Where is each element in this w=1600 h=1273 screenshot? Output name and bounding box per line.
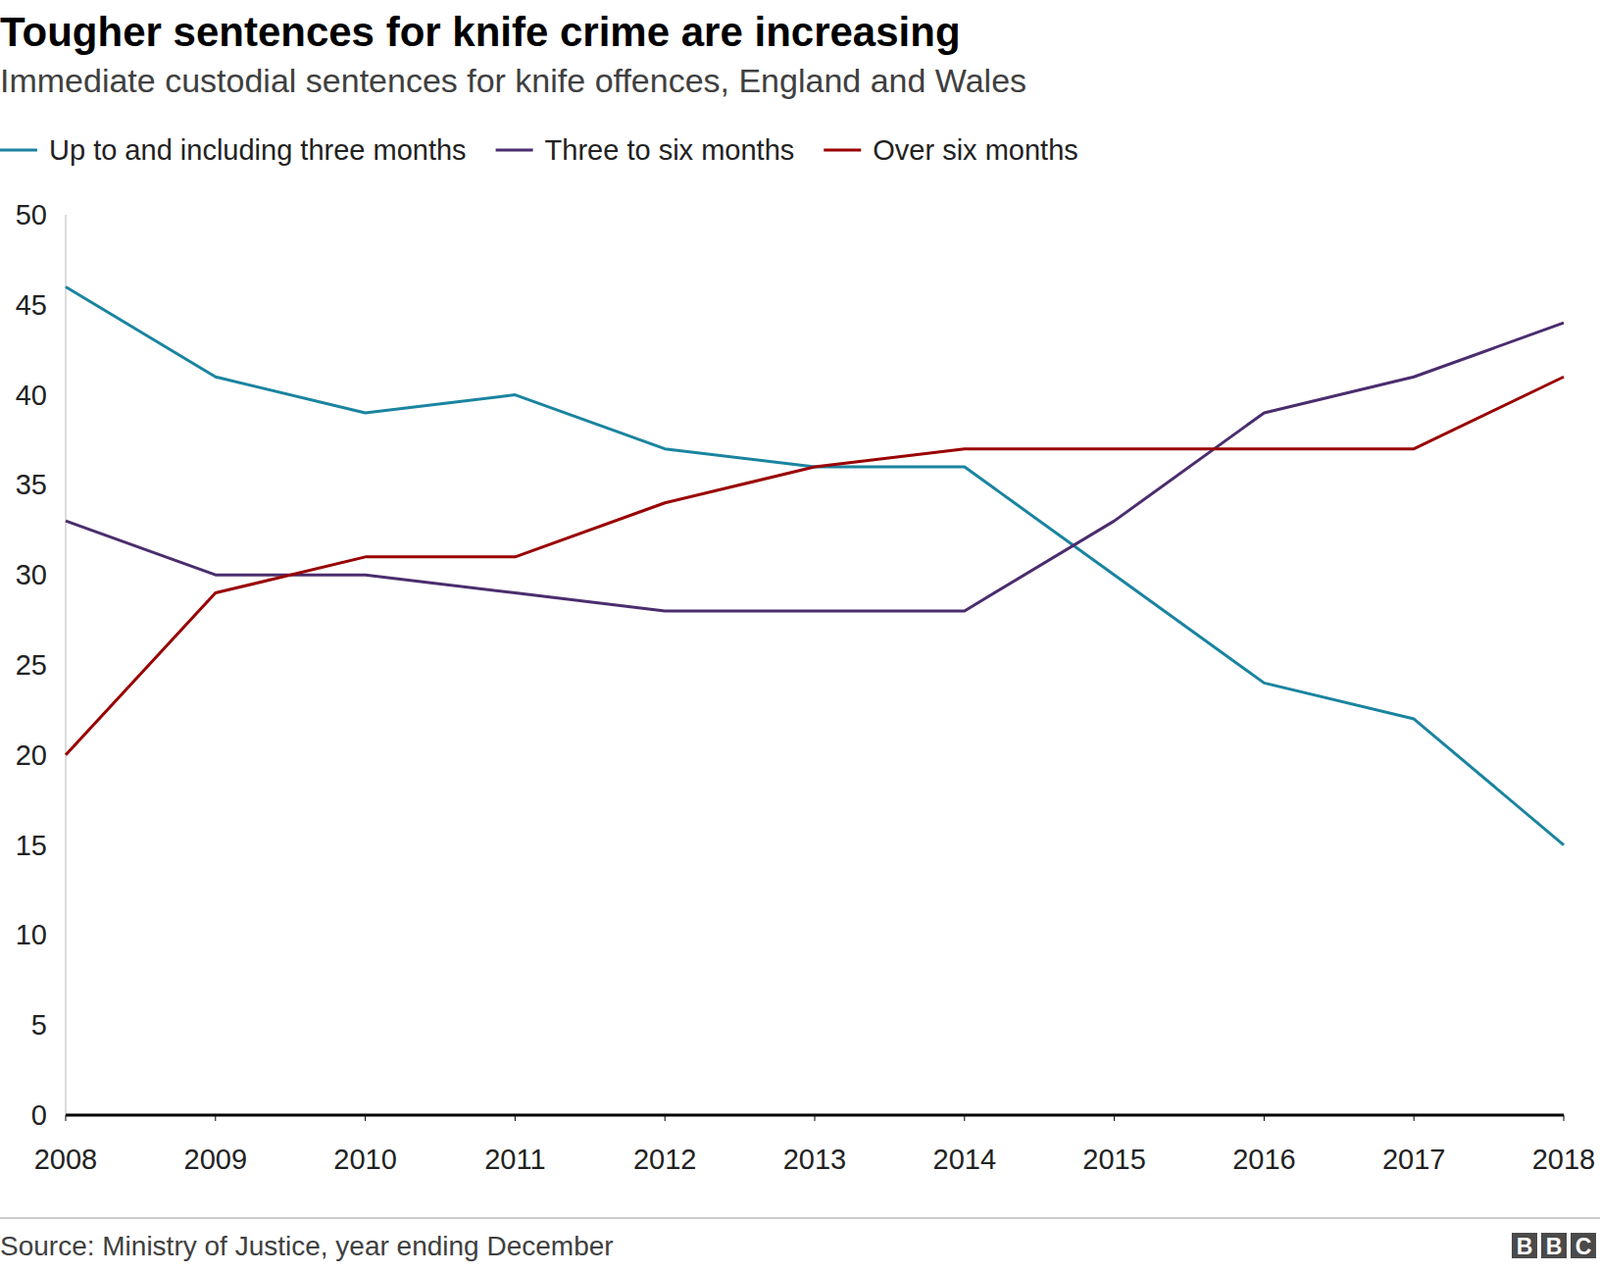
y-tick bbox=[61, 1114, 66, 1116]
y-tick bbox=[61, 303, 66, 305]
y-tick-label: 50 bbox=[15, 199, 48, 231]
legend-swatch bbox=[823, 149, 861, 152]
y-tick bbox=[61, 484, 66, 486]
y-tick bbox=[61, 934, 66, 936]
x-tick-label: 2016 bbox=[1232, 1143, 1297, 1175]
plot-area bbox=[65, 286, 1564, 845]
logo: B bbox=[1516, 1233, 1534, 1259]
footer-rule bbox=[0, 1217, 1600, 1219]
x-tick-label: 2011 bbox=[484, 1143, 546, 1175]
logo-box bbox=[1511, 1232, 1538, 1258]
legend-swatch bbox=[0, 149, 38, 152]
x-tick-label: 2018 bbox=[1532, 1143, 1597, 1175]
series-line bbox=[65, 286, 1564, 845]
legend-label: Up to and including three months bbox=[49, 134, 467, 166]
y-tick bbox=[61, 753, 66, 755]
source: Source: Ministry of Justice, year ending… bbox=[0, 1230, 614, 1261]
y-tick-label: 20 bbox=[15, 739, 48, 771]
y-tick bbox=[61, 1024, 66, 1026]
y-tick-label: 45 bbox=[15, 289, 48, 321]
series-line bbox=[65, 376, 1564, 755]
x-tick-label: 2010 bbox=[333, 1143, 398, 1175]
logo-box bbox=[1541, 1232, 1567, 1258]
y-tick bbox=[61, 664, 66, 666]
x-tick-label: 2013 bbox=[783, 1143, 848, 1175]
y-tick bbox=[61, 844, 66, 846]
legend: Up to and including three months Three to… bbox=[0, 134, 1079, 166]
legend-label: Three to six months bbox=[545, 134, 796, 166]
x-tick-label: 2012 bbox=[633, 1143, 698, 1175]
logo-box bbox=[1570, 1232, 1597, 1258]
y-tick-label: 30 bbox=[15, 558, 48, 591]
y-tick-label: 25 bbox=[15, 649, 48, 681]
chart: Tougher sentences for knife crime are in… bbox=[0, 0, 1600, 1273]
x-tick-label: 2009 bbox=[184, 1143, 249, 1175]
x-tick-label: 2014 bbox=[933, 1143, 998, 1175]
y-tick-label: 35 bbox=[15, 468, 48, 500]
y-tick-label: 5 bbox=[31, 1008, 48, 1041]
y-tick-label: 10 bbox=[15, 918, 48, 950]
y-tick-label: 40 bbox=[15, 379, 48, 411]
x-tick-label: 2015 bbox=[1082, 1143, 1147, 1175]
legend-swatch bbox=[496, 149, 534, 152]
title: Tougher sentences for knife crime are in… bbox=[0, 8, 961, 55]
logo: C bbox=[1575, 1233, 1593, 1259]
y-tick bbox=[61, 214, 66, 216]
x-axis-line bbox=[65, 1113, 1564, 1117]
logo: B bbox=[1546, 1233, 1563, 1259]
x-tick-label: 2017 bbox=[1382, 1143, 1447, 1175]
legend-label: Over six months bbox=[872, 134, 1079, 166]
x-tick-label: 2008 bbox=[34, 1143, 99, 1175]
subtitle: Immediate custodial sentences for knife … bbox=[0, 61, 1027, 100]
y-tick-label: 0 bbox=[31, 1099, 48, 1131]
y-tick-label: 15 bbox=[15, 829, 48, 861]
y-tick bbox=[61, 574, 66, 576]
y-tick bbox=[61, 394, 66, 396]
